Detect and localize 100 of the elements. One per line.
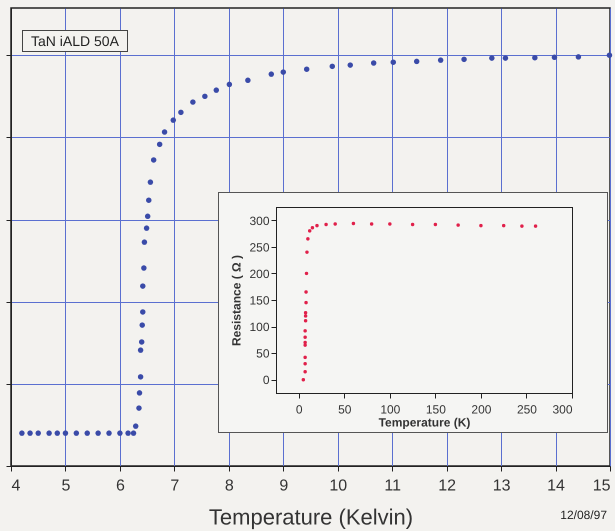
x-tick-label: 0 xyxy=(296,402,303,416)
point xyxy=(303,340,307,344)
point xyxy=(19,430,25,436)
point xyxy=(117,430,123,436)
point xyxy=(552,54,558,60)
point xyxy=(245,78,251,84)
y-tick-label: 50 xyxy=(256,346,270,361)
point xyxy=(305,250,309,254)
point xyxy=(156,142,162,148)
point xyxy=(138,374,144,380)
point xyxy=(456,223,460,227)
point xyxy=(315,224,319,228)
point xyxy=(27,430,33,436)
point xyxy=(414,58,420,64)
point xyxy=(138,347,144,353)
point xyxy=(304,66,310,72)
point xyxy=(35,430,41,436)
point xyxy=(606,52,612,58)
point xyxy=(304,300,308,304)
point xyxy=(324,222,328,226)
point xyxy=(136,390,142,396)
point xyxy=(268,71,274,77)
point xyxy=(304,318,308,322)
point xyxy=(303,329,307,333)
point xyxy=(84,430,90,436)
x-tick-label: 8 xyxy=(224,478,234,494)
x-tick-label: 13 xyxy=(492,478,511,494)
point xyxy=(489,55,495,61)
point xyxy=(141,265,147,271)
y-tick-label: 0 xyxy=(262,373,270,388)
point xyxy=(162,129,168,135)
point xyxy=(502,55,508,61)
y-tick-label: 250 xyxy=(249,240,270,254)
point xyxy=(388,222,392,226)
point xyxy=(106,430,112,436)
x-tick-label: 100 xyxy=(380,402,401,416)
x-tick-label: 15 xyxy=(592,478,611,494)
point xyxy=(190,99,196,105)
x-tick-label: 11 xyxy=(384,478,402,494)
x-tick-label: 10 xyxy=(329,478,348,494)
point xyxy=(303,370,307,374)
point xyxy=(74,430,80,436)
text: 12/08/97 xyxy=(560,508,607,522)
point xyxy=(304,314,308,318)
point xyxy=(202,94,208,100)
point xyxy=(390,59,396,65)
point xyxy=(370,222,374,226)
point xyxy=(303,356,307,360)
point xyxy=(132,423,138,429)
point xyxy=(310,226,314,230)
point xyxy=(348,62,353,68)
x-tick-label: 9 xyxy=(279,478,288,494)
point xyxy=(138,339,144,345)
point xyxy=(520,224,524,228)
point xyxy=(142,239,148,245)
point xyxy=(370,60,376,66)
point xyxy=(280,69,286,75)
y-tick-label: 150 xyxy=(249,294,270,308)
point xyxy=(144,214,150,219)
x-tick-label: 14 xyxy=(547,478,566,494)
point xyxy=(502,224,506,228)
point xyxy=(303,362,307,366)
point xyxy=(214,87,220,93)
x-tick-label: 4 xyxy=(12,478,20,494)
x-tick-label: 300 xyxy=(552,402,573,416)
point xyxy=(95,430,101,436)
x-tick-label: 5 xyxy=(62,478,70,494)
y-tick-label: 300 xyxy=(249,214,270,228)
point xyxy=(308,229,312,233)
point xyxy=(170,117,176,123)
x-tick-label: 150 xyxy=(426,402,446,416)
point xyxy=(46,430,52,436)
point xyxy=(438,57,444,63)
y-tick-label: 100 xyxy=(249,320,270,334)
point xyxy=(146,198,152,203)
x-tick-label: 12 xyxy=(438,478,456,494)
point xyxy=(532,54,538,60)
point xyxy=(226,82,232,88)
text: TaN iALD 50A xyxy=(22,30,128,52)
point xyxy=(352,222,356,226)
y-axis-title: Resistance ( Ω ) xyxy=(229,255,244,346)
point xyxy=(461,56,467,62)
point xyxy=(304,290,308,294)
y-tick-label: 200 xyxy=(249,266,270,281)
point xyxy=(130,430,136,436)
point xyxy=(62,430,68,436)
point xyxy=(479,224,483,228)
point xyxy=(140,309,146,315)
point xyxy=(434,222,438,226)
point xyxy=(136,405,142,411)
point xyxy=(303,343,307,347)
point xyxy=(139,322,145,328)
point xyxy=(140,283,146,289)
point xyxy=(330,64,336,70)
point xyxy=(304,272,308,276)
point xyxy=(54,430,60,436)
point xyxy=(304,311,308,314)
point xyxy=(144,225,150,231)
x-tick-label: 250 xyxy=(516,402,538,416)
point xyxy=(303,335,307,339)
